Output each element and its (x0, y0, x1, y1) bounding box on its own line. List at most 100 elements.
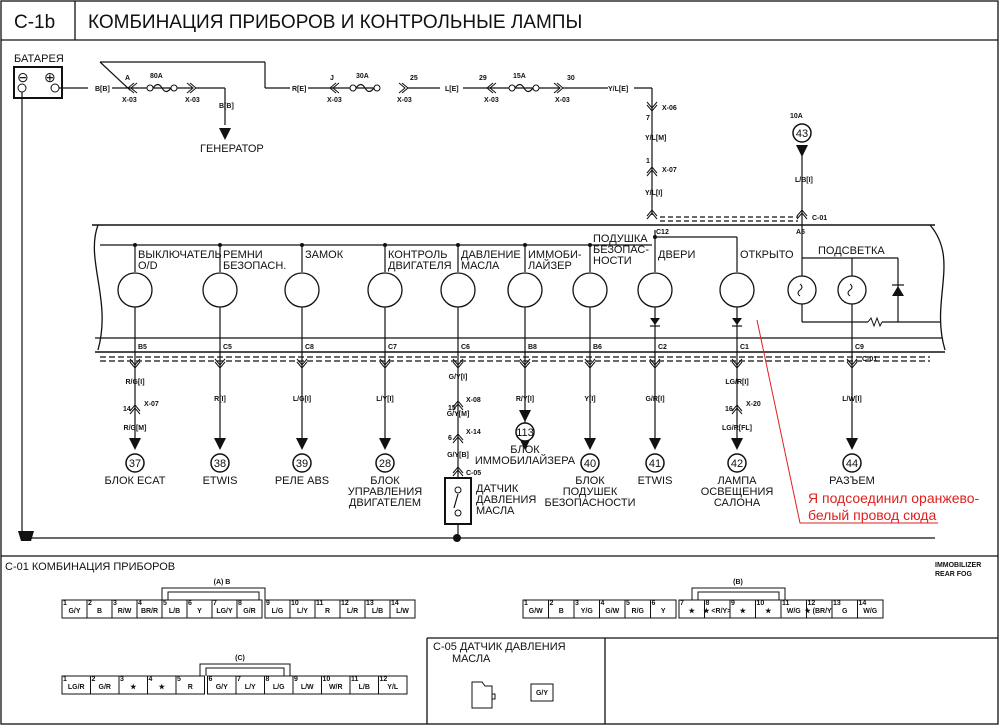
output-label: РЕЛЕ ABS (275, 475, 329, 487)
pin-number: 6 (188, 600, 192, 607)
connector-label: (B) (733, 579, 743, 586)
pin-wire-color: G/Y (68, 608, 80, 615)
output-label: ПОДУШЕК (563, 486, 618, 498)
lamp-label: O/D (138, 260, 158, 272)
pin-wire-color: G/R (99, 684, 111, 691)
arrow-icon (846, 438, 858, 450)
pin-number: 12 (341, 600, 349, 607)
pin-wire-color: W/G (787, 608, 802, 615)
pin-number: 2 (88, 600, 92, 607)
reference-number: 37 (129, 458, 141, 470)
output-label: БЛОК (510, 444, 540, 456)
arrow-icon (731, 438, 743, 450)
oil-pressure-switch-icon (444, 477, 472, 525)
pin-wire-color: W/R (329, 684, 343, 691)
label: 30A (356, 73, 369, 80)
pin-number: 14 (859, 600, 867, 607)
lamp-icon (367, 272, 403, 308)
diode-icon (892, 286, 904, 296)
pin-label: B5 (138, 344, 147, 351)
label: A5 (796, 229, 805, 236)
backlight-label: ПОДСВЕТКА (818, 245, 885, 257)
fuse-icon (152, 83, 172, 93)
output-label: ETWIS (203, 475, 238, 487)
pin-label: C1 (740, 344, 749, 351)
label: 15A (513, 73, 526, 80)
wire-color: G/R[I] (645, 396, 664, 403)
pin-number: 14 (391, 600, 399, 607)
pin-number: 2 (92, 676, 96, 683)
pin-number: 8 (266, 676, 270, 683)
lamp-label: БЕЗОПАСН. (223, 260, 286, 272)
lamp-label: ВЫКЛЮЧАТЕЛЬ (138, 249, 222, 261)
junction (218, 243, 222, 247)
output-label: РАЗЪЕМ (829, 475, 875, 487)
pin-number: 10 (291, 600, 299, 607)
label: X-07 (662, 167, 677, 174)
battery-plus-icon: ⊕ (44, 69, 56, 85)
filament (797, 283, 803, 297)
warning-lamp: ЗАМОК C8 (284, 243, 344, 368)
pin-number: 6 (209, 676, 213, 683)
pin-number: 7 (213, 600, 217, 607)
label: X-06 (662, 105, 677, 112)
pin-wire-color: W/G (863, 608, 878, 615)
pin-cell (650, 599, 677, 619)
pin-number: 1 (524, 600, 528, 607)
fuse-terminal (373, 84, 381, 92)
pin-wire-color: R (188, 684, 193, 691)
lamp-label: ДВЕРИ (658, 249, 695, 261)
connector-icon (646, 166, 658, 177)
pin-cell (175, 675, 205, 695)
pin-wire-color: L/G (272, 608, 284, 615)
pin-number: 4 (138, 600, 142, 607)
label: C12 (656, 229, 669, 236)
switch-terminal (454, 509, 462, 517)
reference-circle (645, 453, 665, 473)
label: X-03 (484, 97, 499, 104)
arrow-icon (519, 410, 531, 422)
lamp-icon (637, 272, 673, 308)
pin-cell (378, 675, 408, 695)
connector-label: X-08 (466, 397, 481, 404)
lamp-icon (202, 272, 238, 308)
lamp-label: МАСЛА (461, 260, 500, 272)
lamp-label: ДВИГАТЕЛЯ (388, 260, 452, 272)
pin-label: B8 (528, 344, 537, 351)
wire-color: L/W[I] (842, 396, 861, 403)
pin-label: C2 (658, 344, 667, 351)
pin-wire-color: L/Y (245, 684, 256, 691)
pin-wire-color: ★ (765, 607, 772, 615)
arrow-icon (219, 128, 231, 140)
warning-lamp: ОТКРЫТО C1 (653, 235, 794, 368)
reference-circle (515, 422, 535, 442)
pin-wire-color: B (559, 608, 564, 615)
pin-label: 15 (448, 405, 456, 412)
output-label: БЛОК ECAT (105, 475, 166, 487)
wire-color: R[I] (214, 396, 226, 403)
output-label: ИММОБИЛАЙЗЕРА (475, 454, 576, 467)
wire-color: Y[I] (584, 396, 595, 403)
label: X-03 (185, 97, 200, 104)
junction (383, 243, 387, 247)
label: L/B[I] (795, 177, 813, 184)
arrow-icon (584, 438, 596, 450)
pin-label: 6 (448, 435, 452, 442)
pin-number: 10 (757, 600, 765, 607)
battery-icon (13, 66, 63, 99)
output-label: ДАТЧИК (476, 483, 519, 495)
reference-circle (375, 453, 395, 473)
battery-terminal (50, 83, 60, 93)
connector-label: (A) B (214, 579, 231, 586)
pin-number: 5 (626, 600, 630, 607)
pin-label: C7 (388, 344, 397, 351)
annotation: Я подсоединил оранжево- белый провод сюд… (756, 319, 980, 524)
battery-label: БАТАРЕЯ (14, 53, 64, 65)
junction (523, 243, 527, 247)
pin-number: 4 (149, 676, 153, 683)
junction (456, 243, 460, 247)
fuse-terminal (146, 84, 154, 92)
bulb-icon (837, 275, 867, 305)
pin-wire-color: R/G (632, 608, 645, 615)
